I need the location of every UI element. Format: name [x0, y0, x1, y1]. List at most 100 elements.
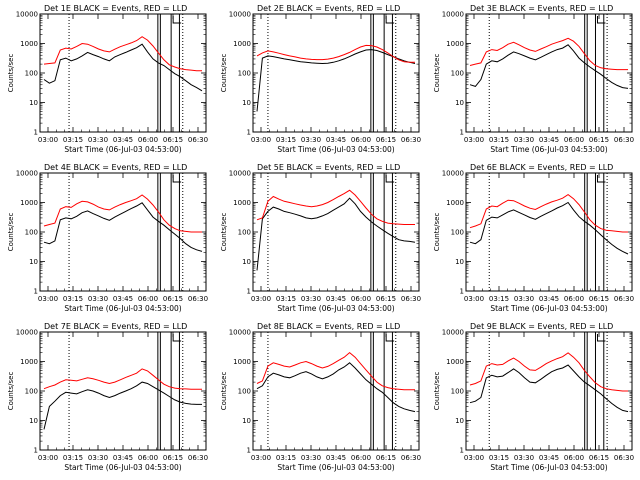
- y-tick-label: 10000: [16, 11, 38, 19]
- x-tick-label: 06:15: [589, 454, 609, 462]
- y-tick-label: 1: [247, 447, 251, 455]
- x-tick-label: 06:15: [376, 295, 396, 303]
- x-tick-label: 03:30: [514, 295, 534, 303]
- x-tick-label: 03:00: [38, 295, 58, 303]
- y-tick-label: 10000: [229, 329, 251, 337]
- corner-marker: [172, 334, 182, 342]
- series-lld-line: [469, 193, 628, 233]
- x-tick-label: 03:45: [539, 136, 559, 144]
- y-tick-label: 100: [238, 388, 251, 396]
- y-tick-label: 100: [238, 229, 251, 237]
- panel-det-2: Det 2E BLACK = Events, RED = LLD Counts/s…: [220, 4, 421, 154]
- x-tick-label: 03:45: [326, 295, 346, 303]
- series-lld-line: [256, 189, 415, 225]
- y-tick-label: 10: [29, 417, 38, 425]
- panel-title: Det 8E BLACK = Events, RED = LLD: [257, 322, 400, 331]
- plot-frame: [252, 13, 420, 133]
- y-tick-label: 1000: [20, 40, 38, 48]
- x-tick-label: 06:30: [401, 136, 421, 144]
- x-tick-label: 06:15: [163, 295, 183, 303]
- x-tick-label: 06:00: [351, 136, 371, 144]
- panel-title: Det 9E BLACK = Events, RED = LLD: [470, 322, 613, 331]
- x-axis-label: Start Time (06-Jul-03 04:53:00): [490, 304, 607, 313]
- x-tick-label: 03:00: [251, 454, 271, 462]
- y-tick-label: 10: [242, 258, 251, 266]
- x-tick-label: 06:30: [614, 136, 634, 144]
- y-axis-label: Counts/sec: [433, 372, 441, 411]
- y-tick-label: 10000: [442, 170, 464, 178]
- x-tick-label: 06:00: [564, 454, 584, 462]
- corner-marker: [172, 175, 182, 183]
- y-axis-label: Counts/sec: [7, 372, 15, 411]
- y-tick-label: 1000: [446, 199, 464, 207]
- x-tick-label: 03:30: [301, 454, 321, 462]
- corner-marker: [596, 16, 606, 24]
- x-tick-label: 03:30: [514, 454, 534, 462]
- panel-title: Det 3E BLACK = Events, RED = LLD: [470, 4, 613, 13]
- series-events-line: [43, 43, 203, 92]
- panel-det-4: Det 4E BLACK = Events, RED = LLD Counts/s…: [7, 163, 208, 313]
- x-tick-label: 06:30: [614, 295, 634, 303]
- series-events-line: [469, 44, 629, 89]
- y-tick-label: 10: [29, 258, 38, 266]
- panel-det-6: Det 6E BLACK = Events, RED = LLD Counts/s…: [433, 163, 634, 313]
- x-tick-label: 03:30: [301, 295, 321, 303]
- y-tick-label: 1: [34, 129, 38, 137]
- y-tick-label: 10: [29, 99, 38, 107]
- y-tick-label: 10000: [442, 329, 464, 337]
- x-tick-label: 03:45: [326, 136, 346, 144]
- x-tick-label: 06:30: [188, 136, 208, 144]
- y-tick-label: 10: [242, 99, 251, 107]
- series-lld-line: [43, 368, 202, 390]
- y-tick-label: 1: [460, 288, 464, 296]
- corner-marker: [596, 175, 606, 183]
- x-tick-label: 03:15: [276, 454, 296, 462]
- corner-marker: [596, 334, 606, 342]
- x-tick-label: 03:15: [489, 454, 509, 462]
- y-tick-label: 1: [460, 129, 464, 137]
- y-tick-label: 10: [455, 258, 464, 266]
- x-tick-label: 06:30: [188, 454, 208, 462]
- x-tick-label: 03:45: [113, 454, 133, 462]
- x-tick-label: 06:00: [138, 295, 158, 303]
- series-lld-line: [43, 194, 202, 233]
- y-tick-label: 1: [247, 129, 251, 137]
- x-tick-label: 03:30: [514, 136, 534, 144]
- y-tick-label: 10: [242, 417, 251, 425]
- y-axis-label: Counts/sec: [433, 213, 441, 252]
- x-tick-label: 03:30: [301, 136, 321, 144]
- x-tick-label: 03:30: [88, 454, 108, 462]
- y-axis-label: Counts/sec: [220, 54, 228, 93]
- y-tick-label: 100: [25, 229, 38, 237]
- series-events-line: [256, 362, 416, 413]
- y-tick-label: 1000: [20, 199, 38, 207]
- panel-det-9: Det 9E BLACK = Events, RED = LLD Counts/s…: [433, 322, 634, 472]
- series-lld-line: [43, 36, 202, 72]
- y-tick-label: 10: [455, 417, 464, 425]
- y-tick-label: 1000: [446, 358, 464, 366]
- panel-det-5: Det 5E BLACK = Events, RED = LLD Counts/s…: [220, 163, 421, 313]
- x-tick-label: 03:00: [251, 136, 271, 144]
- y-tick-label: 1: [460, 447, 464, 455]
- y-axis-label: Counts/sec: [220, 213, 228, 252]
- x-tick-label: 06:30: [401, 454, 421, 462]
- y-tick-label: 100: [25, 70, 38, 78]
- x-tick-label: 06:00: [564, 295, 584, 303]
- plot-frame: [39, 331, 207, 451]
- x-tick-label: 03:15: [63, 454, 83, 462]
- x-tick-label: 03:15: [276, 295, 296, 303]
- x-tick-label: 06:00: [138, 136, 158, 144]
- panel-det-8: Det 8E BLACK = Events, RED = LLD Counts/s…: [220, 322, 421, 472]
- x-axis-label: Start Time (06-Jul-03 04:53:00): [64, 145, 181, 154]
- y-tick-label: 100: [451, 70, 464, 78]
- plot-frame: [252, 172, 420, 292]
- x-tick-label: 03:15: [489, 136, 509, 144]
- y-axis-label: Counts/sec: [433, 54, 441, 93]
- corner-marker: [385, 334, 395, 342]
- panel-det-1: Det 1E BLACK = Events, RED = LLD Counts/s…: [7, 4, 208, 154]
- y-tick-label: 10000: [16, 170, 38, 178]
- y-axis-label: Counts/sec: [220, 372, 228, 411]
- series-lld-line: [256, 351, 415, 391]
- y-tick-label: 1: [34, 288, 38, 296]
